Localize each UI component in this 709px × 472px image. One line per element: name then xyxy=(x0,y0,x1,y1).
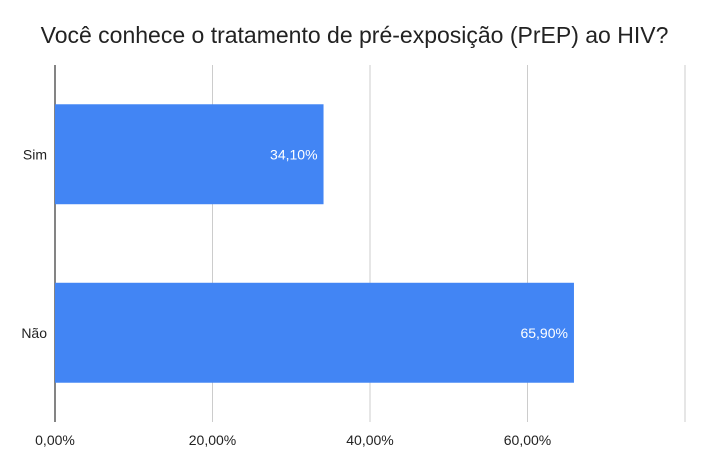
x-tick-label: 0,00% xyxy=(35,432,75,448)
x-tick-label: 20,00% xyxy=(189,432,236,448)
labels: 0,00% 20,00% 40,00% 60,00% Sim 34,10% Não 65,90… xyxy=(21,146,568,448)
data-label: 65,90% xyxy=(520,325,567,341)
bars xyxy=(55,104,574,383)
chart-title: Você conhece o tratamento de pré-exposiç… xyxy=(40,22,669,48)
bar xyxy=(55,282,574,383)
x-tick-label: 40,00% xyxy=(346,432,393,448)
category-label: Não xyxy=(21,325,47,341)
category-label: Sim xyxy=(23,146,47,162)
x-tick-label: 60,00% xyxy=(504,432,551,448)
data-label: 34,10% xyxy=(270,146,317,162)
bar xyxy=(55,104,324,205)
